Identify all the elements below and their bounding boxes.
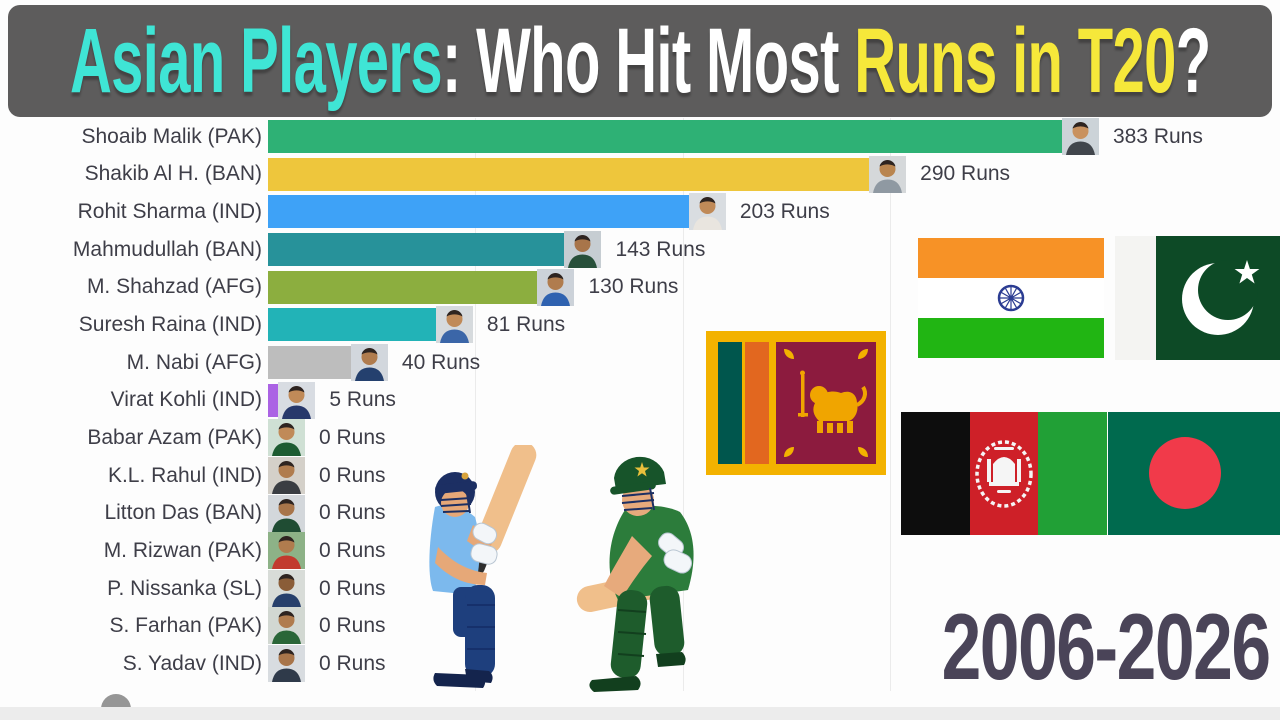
player-photo — [268, 419, 305, 457]
player-label: K.L. Rahul (IND) — [107, 463, 262, 487]
run-bar — [268, 270, 538, 304]
player-label: Mahmudullah (BAN) — [72, 237, 262, 261]
bar-row: Rohit Sharma (IND) 203 Runs — [0, 193, 1280, 231]
ashoka-chakra — [997, 284, 1025, 312]
run-bar — [268, 308, 436, 342]
bar-row: P. Nissanka (SL) 0 Runs — [0, 569, 1280, 608]
flag-india — [918, 238, 1104, 358]
bar-row: M. Shahzad (AFG) 130 Runs — [0, 268, 1280, 307]
player-photo — [278, 381, 316, 419]
player-photo — [869, 155, 907, 193]
video-title: Asian Players: Who Hit Most Runs in T20? — [70, 15, 1211, 107]
run-value-label: 0 Runs — [319, 576, 386, 600]
player-photo — [268, 532, 305, 570]
player-photo — [268, 645, 305, 683]
player-photo — [350, 343, 388, 381]
player-label: Shoaib Malik (PAK) — [81, 124, 262, 148]
bar-row: S. Farhan (PAK) 0 Runs — [0, 607, 1280, 645]
run-value-label: 143 Runs — [615, 237, 706, 261]
player-label: Virat Kohli (IND) — [110, 388, 262, 412]
bar-row: Virat Kohli (IND) 5 Runs — [0, 381, 1280, 420]
run-value-label: 0 Runs — [319, 501, 386, 525]
run-value-label: 0 Runs — [319, 426, 386, 449]
run-bar — [268, 345, 351, 379]
run-value-label: 0 Runs — [319, 651, 386, 675]
flag-pakistan — [1115, 236, 1280, 360]
bar-row: Shakib Al H. (BAN) 290 Runs — [0, 155, 1280, 194]
bar-row: M. Rizwan (PAK) 0 Runs — [0, 532, 1280, 570]
player-label: Litton Das (BAN) — [104, 501, 262, 525]
run-bar — [268, 232, 565, 266]
title-segment: Who Hit Most — [475, 10, 854, 112]
title-banner: Asian Players: Who Hit Most Runs in T20? — [8, 5, 1272, 117]
bar-row: M. Nabi (AFG) 40 Runs — [0, 343, 1280, 382]
bar-row: Litton Das (BAN) 0 Runs — [0, 494, 1280, 533]
title-segment: Asian Players — [69, 10, 443, 112]
player-label: M. Rizwan (PAK) — [103, 538, 262, 562]
player-label: Babar Azam (PAK) — [87, 426, 262, 449]
run-value-label: 0 Runs — [319, 463, 386, 487]
bar-row: Babar Azam (PAK) 0 Runs — [0, 419, 1280, 457]
cap-star-icon — [634, 462, 650, 477]
star-icon — [1234, 260, 1260, 284]
run-bar — [268, 195, 689, 229]
bar-row: S. Yadav (IND) 0 Runs — [0, 645, 1280, 683]
bar-row: K.L. Rahul (IND) 0 Runs — [0, 456, 1280, 495]
title-segment: : — [441, 10, 476, 112]
player-label: Rohit Sharma (IND) — [77, 200, 262, 224]
afghan-emblem — [975, 440, 1033, 508]
bo-leaves — [784, 349, 868, 457]
gridline-200-runs — [682, 118, 684, 691]
player-photo — [268, 494, 305, 532]
gridline-300-runs — [889, 118, 891, 691]
player-label: S. Yadav (IND) — [122, 651, 262, 675]
run-bar — [268, 157, 870, 191]
run-value-label: 203 Runs — [739, 200, 830, 224]
player-photo — [537, 268, 575, 306]
run-value-label: 40 Runs — [401, 350, 481, 374]
run-bar — [268, 383, 279, 417]
bar-row: Suresh Raina (IND) 81 Runs — [0, 306, 1280, 344]
batsman-illustration-pakistan — [576, 456, 694, 692]
title-segment: Runs in T20 — [853, 10, 1176, 112]
footer-strip — [0, 707, 1280, 720]
flag-sri-lanka — [706, 331, 886, 475]
run-value-label: 290 Runs — [920, 162, 1011, 186]
bar-chart: Shoaib Malik (PAK) 383 Runs Shakib Al H. (… — [0, 118, 1280, 691]
year-range: 2006-2026 — [942, 594, 1271, 699]
run-value-label: 130 Runs — [588, 275, 679, 299]
player-label: Suresh Raina (IND) — [78, 313, 262, 337]
flag-afghanistan — [901, 412, 1107, 535]
player-photo — [268, 569, 305, 607]
run-value-label: 0 Runs — [319, 538, 386, 562]
player-label: S. Farhan (PAK) — [109, 614, 263, 638]
player-photo — [688, 193, 726, 231]
flag-bangladesh — [1108, 412, 1280, 535]
bar-row: Mahmudullah (BAN) 143 Runs — [0, 230, 1280, 269]
bar-row: Shoaib Malik (PAK) 383 Runs — [0, 118, 1280, 156]
gridline-100-runs — [475, 118, 477, 691]
run-value-label: 383 Runs — [1112, 124, 1203, 148]
title-segment: ? — [1175, 10, 1211, 112]
player-photo — [268, 607, 305, 645]
player-label: M. Nabi (AFG) — [126, 350, 262, 374]
player-label: M. Shahzad (AFG) — [86, 275, 262, 299]
lion-emblem — [798, 370, 867, 433]
run-value-label: 0 Runs — [319, 614, 386, 638]
batsman-illustration-india — [429, 445, 537, 688]
player-photo — [564, 230, 602, 268]
run-value-label: 81 Runs — [486, 313, 566, 337]
run-bar — [268, 120, 1062, 153]
player-photo — [268, 456, 305, 494]
player-photo — [435, 306, 473, 344]
run-value-label: 5 Runs — [329, 388, 396, 412]
player-photo — [1061, 118, 1099, 155]
player-label: P. Nissanka (SL) — [107, 576, 262, 600]
player-label: Shakib Al H. (BAN) — [84, 162, 262, 186]
